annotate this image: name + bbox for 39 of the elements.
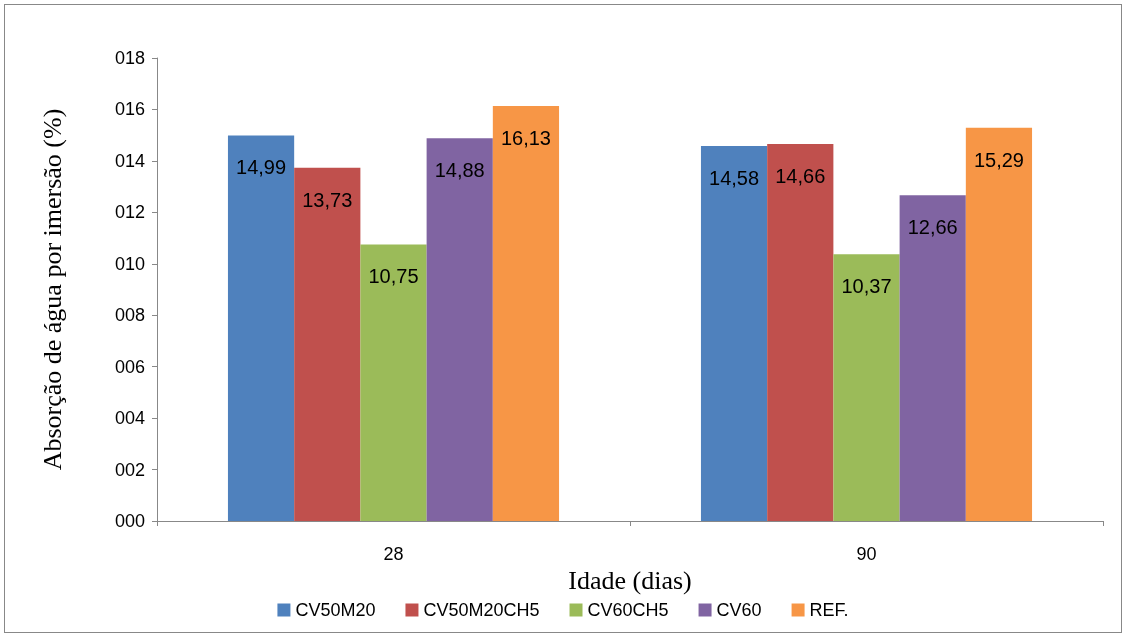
bar [965,127,1033,521]
data-label: 15,29 [973,148,1024,171]
x-tick-label: 90 [856,544,877,564]
data-label: 12,66 [907,216,958,239]
data-label: 10,37 [841,275,892,298]
bar [360,244,427,521]
legend-label: CV50M20CH5 [423,600,540,620]
bar [700,145,768,521]
legend-label: REF. [809,600,849,620]
x-tick-label: 28 [383,544,404,564]
bar [227,135,295,521]
y-tick-label: 010 [114,253,145,274]
y-tick-label: 014 [114,150,145,171]
bar [767,143,834,521]
legend-label: CV60 [716,600,762,620]
y-tick-label: 000 [114,511,145,531]
data-label: 16,13 [500,127,551,150]
data-label: 14,99 [236,156,287,179]
data-label: 14,88 [434,159,485,182]
data-label: 13,73 [302,188,353,211]
y-tick-label: 016 [114,99,145,120]
x-axis-title: Idade (dias) [568,566,692,596]
y-tick-label: 004 [114,408,145,429]
legend-label: CV60CH5 [587,600,669,620]
y-tick-label: 012 [114,202,145,223]
data-label: 14,66 [775,164,826,187]
y-tick-label: 006 [114,356,145,377]
bar [833,254,900,521]
y-tick-label: 008 [114,305,145,326]
y-axis-title: Absorção de água por imersão (%) [37,108,67,471]
legend-label: CV50M20 [295,600,376,620]
bar [492,106,560,521]
data-label: 10,75 [368,265,419,288]
y-tick-label: 018 [114,48,145,68]
bar [426,138,493,521]
bar [294,167,361,521]
y-tick-label: 002 [114,459,145,480]
data-label: 14,58 [709,166,760,189]
bar [899,195,966,521]
